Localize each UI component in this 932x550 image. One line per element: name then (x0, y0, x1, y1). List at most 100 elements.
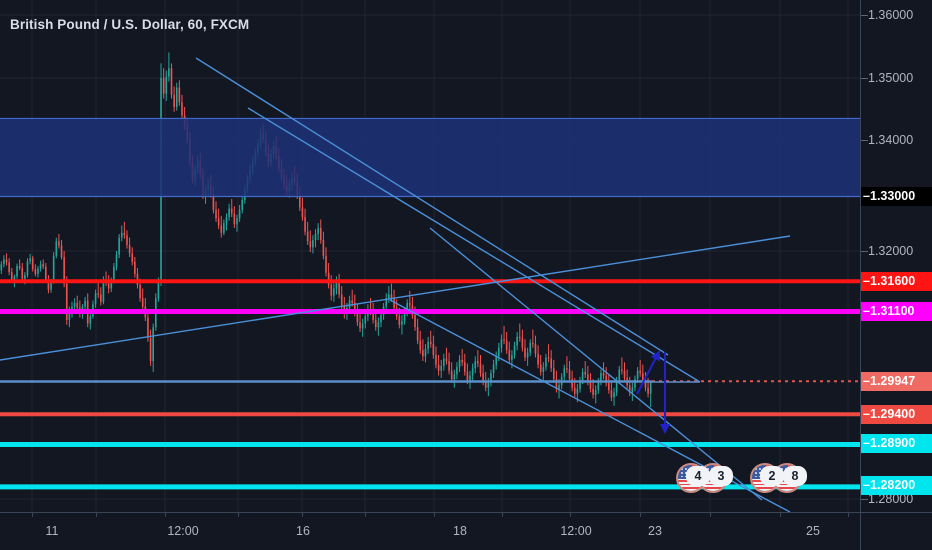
time-tick-mark (434, 513, 435, 517)
candle-body (147, 317, 149, 339)
candle-body (65, 283, 68, 320)
candle-body (429, 341, 432, 345)
candle-body (215, 209, 217, 219)
candle-body (563, 368, 566, 377)
trendline (247, 107, 701, 383)
candle-body (453, 374, 456, 380)
price-label-support[interactable]: –1.28900 (861, 434, 932, 453)
candle-body (55, 241, 58, 256)
candle-body (131, 253, 134, 262)
price-tick: –1.34000 (861, 133, 914, 147)
candle-body (435, 355, 437, 365)
candle-body (416, 327, 419, 341)
candle-body (306, 231, 309, 242)
candle-body (60, 245, 63, 257)
candle-body (212, 194, 215, 210)
candle-body (555, 379, 558, 389)
price-label-support[interactable]: –1.29400 (861, 405, 932, 424)
candle-body (639, 370, 642, 374)
candle-body (524, 347, 526, 358)
candle-body (94, 293, 97, 305)
economic-event-count-badge[interactable]: 2 (760, 466, 784, 486)
price-label-support[interactable]: –1.28200 (861, 476, 932, 495)
price-label-last-price[interactable]: –1.29947 (861, 372, 932, 391)
candle-body (68, 310, 71, 320)
candle-body (304, 217, 306, 232)
candle-body (571, 379, 573, 388)
candle-body (631, 387, 634, 393)
chart-drawings-overlay[interactable] (0, 0, 860, 512)
candle-body (419, 340, 422, 351)
candle-body (406, 302, 408, 312)
chart-plot-area[interactable] (0, 0, 860, 512)
candle-body (461, 359, 463, 363)
candle-body (613, 392, 615, 398)
candle-body (8, 262, 10, 273)
candle-body (233, 213, 236, 225)
candle-body (511, 355, 513, 360)
time-tick-mark (710, 513, 711, 517)
candle-body (356, 312, 359, 323)
price-tick: –1.36000 (861, 8, 914, 22)
candle-body (479, 363, 482, 374)
time-tick-mark (848, 513, 849, 517)
candle-body (508, 350, 511, 360)
candle-body (228, 208, 230, 218)
candle-body (532, 342, 534, 345)
price-axis[interactable]: –1.36000 –1.35000 –1.34000 –1.32000 –1.28000… (860, 0, 932, 512)
candle-body (408, 302, 411, 306)
candle-body (424, 348, 427, 357)
candle-body (542, 367, 545, 372)
candle-body (314, 234, 317, 241)
candle-body (301, 207, 304, 218)
candle-body (181, 102, 183, 116)
candle-body (16, 266, 18, 277)
candle-body (401, 321, 403, 325)
economic-event-count-badge[interactable]: 8 (783, 466, 807, 486)
candle-body (340, 294, 343, 307)
candle-body (374, 319, 377, 328)
candle-body (97, 293, 100, 295)
candle-body (152, 327, 154, 362)
candle-body (432, 344, 435, 356)
time-tick-mark (302, 513, 303, 517)
price-label-level[interactable]: –1.31100 (861, 302, 932, 321)
candle-body (107, 282, 110, 289)
candle-body (534, 344, 537, 354)
candle-body (623, 370, 626, 378)
price-tick: –1.35000 (861, 71, 914, 85)
time-axis[interactable]: 11 12:00 16 18 12:00 23 25 (0, 512, 932, 550)
candle-body (477, 361, 479, 364)
economic-event-count-badge[interactable]: 3 (709, 466, 733, 486)
candle-body (597, 381, 600, 391)
economic-event-count-badge[interactable]: 4 (686, 466, 710, 486)
candle-body (34, 269, 37, 274)
trendline (429, 227, 763, 501)
time-tick-mark (165, 513, 166, 517)
candle-body (600, 373, 602, 382)
candle-body (448, 361, 450, 371)
candle-body (50, 281, 52, 290)
price-tick: –1.28000 (861, 492, 914, 506)
candle-body (552, 368, 555, 380)
candle-body (348, 300, 351, 308)
candle-body (471, 368, 474, 376)
candle-body (123, 232, 126, 236)
candle-body (529, 342, 532, 353)
candle-body (173, 94, 175, 107)
candle-body (414, 315, 416, 328)
candle-body (492, 364, 495, 374)
candle-body (162, 77, 165, 94)
price-label-resistance[interactable]: –1.31600 (861, 272, 932, 291)
candle-body (445, 358, 448, 362)
candle-body (84, 300, 86, 307)
candle-body (52, 255, 55, 282)
candle-body (217, 218, 220, 226)
candle-body (513, 345, 516, 356)
candle-body (175, 87, 178, 107)
candle-body (24, 275, 26, 279)
candle-body (456, 367, 458, 375)
price-label-zone-edge[interactable]: –1.33000 (861, 187, 932, 206)
candle-body (584, 371, 587, 375)
